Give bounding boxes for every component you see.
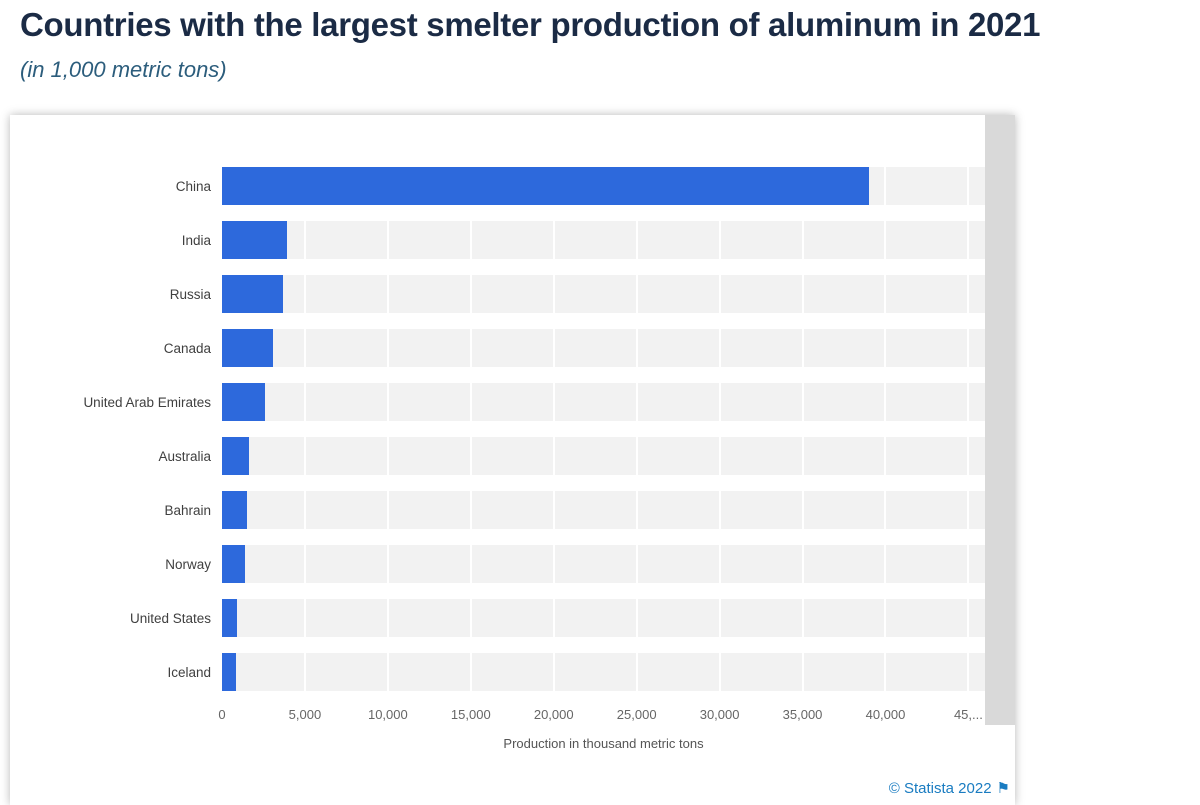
- bar-track: [222, 545, 985, 583]
- x-tick-label: 25,000: [616, 707, 657, 722]
- category-label: United Arab Emirates: [83, 394, 211, 410]
- bar-india[interactable]: [222, 221, 287, 259]
- bar-row: [222, 591, 985, 645]
- bar-bahrain[interactable]: [222, 491, 247, 529]
- bar-united-states[interactable]: [222, 599, 237, 637]
- bar-row: [222, 375, 985, 429]
- bar-track: [222, 491, 985, 529]
- bar-russia[interactable]: [222, 275, 284, 313]
- x-tick-label: 5,000: [288, 707, 322, 722]
- category-label: China: [175, 178, 211, 194]
- chart-card: China India Russia Canada United Arab Emirat…: [10, 115, 1015, 805]
- header: Countries with the largest smelter produ…: [0, 0, 1200, 83]
- x-tick-label: 20,000: [533, 707, 574, 722]
- x-tick-label: 35,000: [782, 707, 823, 722]
- category-label: Bahrain: [164, 502, 211, 518]
- statista-copyright-link[interactable]: © Statista 2022: [888, 779, 992, 797]
- statista-footer: © Statista 2022 ⚑: [888, 779, 1010, 798]
- bar-track: [222, 221, 985, 259]
- x-tick-label: 40,000: [865, 707, 906, 722]
- category-label: Iceland: [167, 664, 211, 680]
- bar-row: [222, 321, 985, 375]
- bar-canada[interactable]: [222, 329, 274, 367]
- bar-row: [222, 645, 985, 699]
- bar-track: [222, 599, 985, 637]
- bar-track: [222, 437, 985, 475]
- bar-norway[interactable]: [222, 545, 246, 583]
- x-tick-label: 10,000: [367, 707, 408, 722]
- bar-row: [222, 537, 985, 591]
- page-subtitle: (in 1,000 metric tons): [20, 57, 227, 82]
- category-label: Norway: [165, 556, 211, 572]
- plot-area: China India Russia Canada United Arab Emirat…: [10, 115, 1015, 699]
- bar-row: [222, 159, 985, 213]
- bar-australia[interactable]: [222, 437, 249, 475]
- bar-row: [222, 213, 985, 267]
- bar-track: [222, 383, 985, 421]
- flag-icon[interactable]: ⚑: [996, 780, 1010, 797]
- bar-track: [222, 329, 985, 367]
- bar-iceland[interactable]: [222, 653, 236, 691]
- bar-track: [222, 275, 985, 313]
- bar-china[interactable]: [222, 167, 869, 205]
- bar-track: [222, 653, 985, 691]
- x-tick-label: 15,000: [450, 707, 491, 722]
- category-label: Russia: [169, 286, 211, 302]
- bar-row: [222, 429, 985, 483]
- x-tick-label: 0: [218, 707, 226, 722]
- bar-row: [222, 267, 985, 321]
- scrollbar-track[interactable]: [985, 115, 1015, 725]
- x-axis-title: Production in thousand metric tons: [503, 736, 704, 751]
- bar-rows: [222, 159, 985, 699]
- bar-track: [222, 167, 985, 205]
- category-label: India: [181, 232, 211, 248]
- bar-united-arab-emirates[interactable]: [222, 383, 266, 421]
- bars-area: [221, 159, 985, 699]
- bar-row: [222, 483, 985, 537]
- x-tick-label: 30,000: [699, 707, 740, 722]
- x-axis-ticks: 0 5,000 10,000 15,000 20,000 25,000 30,000 35,0…: [218, 707, 985, 725]
- page-title: Countries with the largest smelter produ…: [20, 6, 1041, 43]
- y-axis-labels: China India Russia Canada United Arab Emirat…: [10, 159, 222, 699]
- category-label: Canada: [163, 340, 211, 356]
- category-label: United States: [129, 610, 211, 626]
- x-tick-label: 45,...: [953, 707, 983, 722]
- category-label: Australia: [158, 448, 211, 464]
